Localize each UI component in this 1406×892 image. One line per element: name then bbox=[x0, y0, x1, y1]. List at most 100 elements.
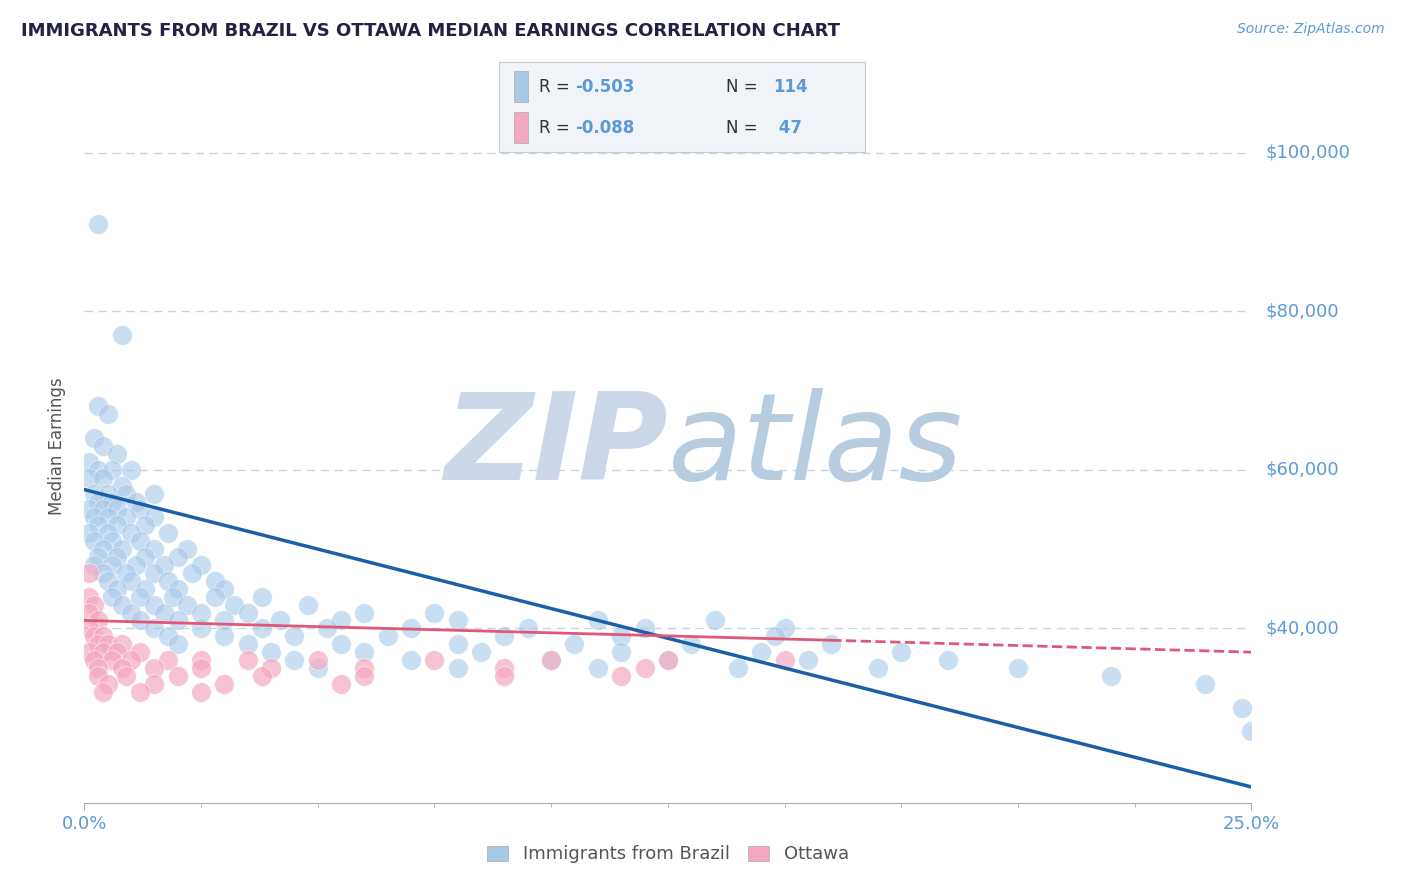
Point bbox=[101, 534, 124, 549]
Point bbox=[87, 549, 110, 564]
Point bbox=[91, 439, 114, 453]
Point bbox=[111, 661, 134, 675]
Point bbox=[83, 510, 105, 524]
Point bbox=[105, 447, 128, 461]
Point bbox=[157, 629, 180, 643]
Text: $80,000: $80,000 bbox=[1265, 302, 1339, 320]
Text: 114: 114 bbox=[773, 78, 808, 95]
Point bbox=[77, 621, 100, 635]
Point bbox=[377, 629, 399, 643]
Point bbox=[540, 653, 562, 667]
Point bbox=[105, 582, 128, 596]
Point bbox=[105, 518, 128, 533]
Point bbox=[250, 669, 273, 683]
Point bbox=[307, 653, 329, 667]
Point bbox=[399, 653, 422, 667]
Bar bbox=[513, 71, 527, 102]
Point bbox=[111, 478, 134, 492]
Point bbox=[260, 645, 283, 659]
Point bbox=[143, 486, 166, 500]
Point bbox=[763, 629, 786, 643]
Point bbox=[1099, 669, 1122, 683]
Point bbox=[87, 614, 110, 628]
Point bbox=[77, 502, 100, 516]
Point bbox=[83, 653, 105, 667]
Point bbox=[87, 661, 110, 675]
Point bbox=[657, 653, 679, 667]
Point bbox=[727, 661, 749, 675]
Point bbox=[91, 471, 114, 485]
Point bbox=[330, 637, 353, 651]
Point bbox=[470, 645, 492, 659]
Point bbox=[115, 510, 138, 524]
Point bbox=[77, 471, 100, 485]
Point bbox=[101, 590, 124, 604]
Point bbox=[236, 653, 259, 667]
Point bbox=[204, 590, 226, 604]
Point bbox=[101, 653, 124, 667]
Point bbox=[890, 645, 912, 659]
Point bbox=[236, 606, 259, 620]
Point bbox=[157, 526, 180, 541]
Y-axis label: Median Earnings: Median Earnings bbox=[48, 377, 66, 515]
Point bbox=[101, 463, 124, 477]
Bar bbox=[513, 112, 527, 143]
Text: $60,000: $60,000 bbox=[1265, 461, 1339, 479]
Legend: Immigrants from Brazil, Ottawa: Immigrants from Brazil, Ottawa bbox=[478, 836, 858, 872]
Point bbox=[330, 614, 353, 628]
Point bbox=[87, 463, 110, 477]
Point bbox=[87, 494, 110, 508]
Point bbox=[180, 566, 202, 580]
Point bbox=[129, 534, 152, 549]
Point bbox=[564, 637, 586, 651]
Point bbox=[190, 685, 212, 699]
Point bbox=[190, 606, 212, 620]
Point bbox=[105, 502, 128, 516]
Point bbox=[115, 486, 138, 500]
Point bbox=[152, 558, 174, 572]
Point bbox=[77, 455, 100, 469]
Point bbox=[105, 645, 128, 659]
Point bbox=[129, 590, 152, 604]
Text: ZIP: ZIP bbox=[444, 387, 668, 505]
Point bbox=[101, 494, 124, 508]
Point bbox=[120, 653, 142, 667]
Point bbox=[260, 661, 283, 675]
Point bbox=[134, 549, 156, 564]
Text: R =: R = bbox=[538, 119, 575, 136]
Point bbox=[773, 621, 796, 635]
Point bbox=[936, 653, 959, 667]
Point bbox=[447, 637, 470, 651]
Point bbox=[749, 645, 772, 659]
Point bbox=[77, 645, 100, 659]
Point bbox=[115, 669, 138, 683]
Point bbox=[77, 590, 100, 604]
Point bbox=[97, 510, 120, 524]
Text: -0.088: -0.088 bbox=[575, 119, 634, 136]
Point bbox=[77, 606, 100, 620]
Point bbox=[494, 629, 516, 643]
Point bbox=[297, 598, 319, 612]
Point bbox=[250, 590, 273, 604]
Point bbox=[166, 549, 188, 564]
Point bbox=[703, 614, 725, 628]
Point bbox=[283, 629, 305, 643]
Point bbox=[214, 614, 236, 628]
Point bbox=[97, 526, 120, 541]
Point bbox=[586, 614, 609, 628]
Point bbox=[143, 621, 166, 635]
Point bbox=[586, 661, 609, 675]
Point bbox=[222, 598, 245, 612]
Point bbox=[87, 518, 110, 533]
Point bbox=[87, 669, 110, 683]
Point bbox=[283, 653, 305, 667]
Point bbox=[353, 669, 375, 683]
Point bbox=[111, 328, 134, 343]
Point bbox=[162, 590, 184, 604]
Point bbox=[87, 217, 110, 231]
Point bbox=[120, 526, 142, 541]
Point bbox=[157, 653, 180, 667]
Point bbox=[105, 549, 128, 564]
Point bbox=[83, 534, 105, 549]
Point bbox=[190, 661, 212, 675]
